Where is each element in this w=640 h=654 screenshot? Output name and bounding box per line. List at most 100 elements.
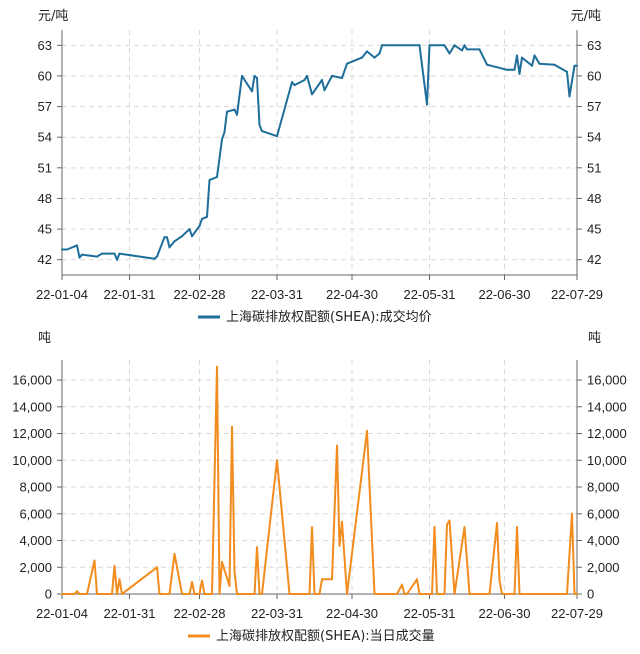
data-point <box>76 590 78 593</box>
data-point <box>568 95 571 98</box>
data-point <box>443 593 446 595</box>
data-point <box>396 593 398 595</box>
data-point <box>233 108 236 111</box>
x-tick-label: 22-01-04 <box>36 287 88 302</box>
x-tick-label: 22-03-31 <box>251 287 303 302</box>
data-point <box>211 593 213 595</box>
data-point <box>378 52 381 55</box>
data-point <box>201 579 203 582</box>
data-point <box>496 522 498 525</box>
data-point <box>573 593 576 595</box>
data-point <box>81 253 83 256</box>
data-point <box>486 63 488 66</box>
data-point <box>111 593 113 595</box>
data-point <box>118 578 121 581</box>
y-tick-label-left: 12,000 <box>12 426 52 441</box>
data-point <box>436 593 438 595</box>
data-point <box>323 89 326 92</box>
data-point <box>576 593 578 595</box>
data-point <box>216 365 218 368</box>
data-point <box>418 44 421 47</box>
data-point <box>258 123 261 126</box>
data-point <box>223 131 226 134</box>
data-point <box>216 176 218 178</box>
data-point <box>373 56 376 59</box>
x-tick-label: 22-02-28 <box>173 606 225 621</box>
y-tick-label-right: 51 <box>587 160 601 175</box>
data-point <box>156 566 158 569</box>
x-tick-label: 22-06-30 <box>478 606 530 621</box>
y-tick-label-right: 48 <box>587 191 601 206</box>
data-point <box>116 258 118 261</box>
x-tick-label: 22-04-30 <box>326 287 378 302</box>
data-point <box>463 526 466 529</box>
data-point <box>431 593 433 595</box>
data-point <box>538 62 541 65</box>
data-point <box>321 578 323 581</box>
x-tick-label: 22-05-31 <box>403 287 455 302</box>
data-point <box>173 552 176 555</box>
data-point <box>166 236 168 239</box>
data-point <box>331 74 333 77</box>
data-point <box>516 54 518 57</box>
data-point <box>513 68 516 71</box>
data-point <box>466 48 468 51</box>
y-tick-label-right: 45 <box>587 222 601 237</box>
data-point <box>518 72 521 75</box>
data-point <box>221 560 223 563</box>
data-point <box>256 77 258 79</box>
data-point <box>433 526 436 529</box>
data-point <box>73 593 76 595</box>
data-point <box>346 62 348 65</box>
data-point <box>116 593 118 595</box>
y-tick-label-left: 60 <box>38 68 52 83</box>
data-point <box>488 593 491 595</box>
price-chart: 元/吨 元/吨 42 42 45 45 48 48 51 51 54 54 57 57 60 60 63 63 22… <box>36 9 603 325</box>
data-point <box>181 235 183 238</box>
y-tick-label-right: 42 <box>587 252 601 267</box>
data-point <box>428 44 431 47</box>
data-point <box>311 526 313 529</box>
data-point <box>318 593 321 595</box>
data-point <box>416 578 418 581</box>
y-tick-label-left: 63 <box>38 38 52 53</box>
data-point <box>366 429 368 432</box>
data-point <box>233 570 236 573</box>
data-point <box>66 248 68 251</box>
data-point <box>306 74 308 77</box>
right-unit-label: 吨 <box>588 331 601 346</box>
data-point <box>191 235 193 238</box>
data-point <box>331 578 333 581</box>
data-point <box>571 512 573 515</box>
y-tick-label-right: 54 <box>587 130 601 145</box>
data-point <box>506 68 508 71</box>
y-tick-label-left: 4,000 <box>19 533 52 548</box>
data-point <box>76 244 78 247</box>
data-point <box>253 74 256 77</box>
data-point <box>241 74 243 77</box>
data-point <box>113 252 116 255</box>
y-tick-label-left: 51 <box>38 160 52 175</box>
data-point <box>218 593 221 595</box>
data-point <box>96 593 98 595</box>
y-tick-label-right: 2,000 <box>587 560 620 575</box>
y-tick-label-left: 57 <box>38 99 52 114</box>
data-point <box>173 240 176 243</box>
data-point <box>381 44 383 47</box>
x-tick-label: 22-01-31 <box>103 287 155 302</box>
data-point <box>78 593 81 595</box>
data-point <box>513 593 516 595</box>
data-point <box>96 255 98 258</box>
data-point <box>193 593 196 595</box>
data-point <box>93 559 96 562</box>
y-tick-label-left: 42 <box>38 252 52 267</box>
data-point <box>288 593 291 595</box>
y-tick-label-left: 16,000 <box>12 373 52 388</box>
data-point <box>418 593 421 595</box>
data-point <box>276 459 278 462</box>
data-point <box>516 526 518 529</box>
data-point <box>403 593 406 595</box>
data-point <box>201 217 203 220</box>
data-point <box>156 255 158 258</box>
data-point <box>101 252 103 255</box>
